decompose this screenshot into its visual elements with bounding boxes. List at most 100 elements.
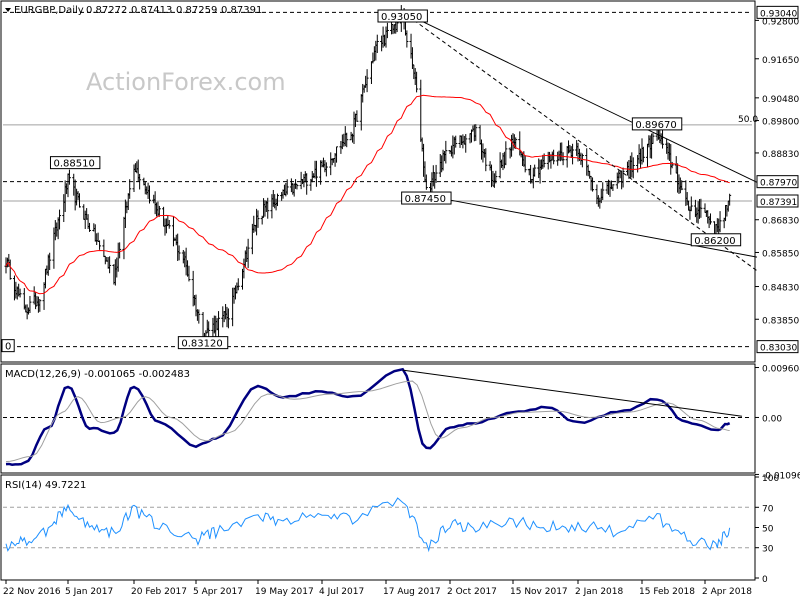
price-level-tag-text: 0.87391 bbox=[760, 198, 797, 208]
swing-label-box bbox=[1, 339, 15, 353]
swing-label-text: 0.93050 bbox=[381, 12, 422, 23]
ohlc-bar bbox=[385, 22, 389, 39]
ohlc-bar bbox=[444, 140, 448, 164]
rsi-line bbox=[5, 497, 731, 553]
ohlc-bar bbox=[689, 196, 693, 212]
ohlc-bar bbox=[454, 135, 458, 148]
ohlc-bar bbox=[197, 309, 201, 324]
ohlc-bar bbox=[611, 184, 615, 192]
swing-label-text: 0.83120 bbox=[181, 339, 222, 350]
ohlc-bar bbox=[728, 193, 732, 206]
ohlc-bar bbox=[419, 79, 423, 142]
ohlc-bar bbox=[424, 174, 428, 190]
price-level-tag-box bbox=[756, 5, 799, 19]
time-tick-label: 19 May 2017 bbox=[255, 587, 314, 597]
ohlc-high: 0.87413 bbox=[131, 5, 172, 16]
rsi-tick-label: 30 bbox=[762, 545, 774, 555]
swing-label: 0.87450 bbox=[401, 191, 452, 205]
swing-label: 0.83120 bbox=[177, 336, 229, 350]
macd-title: MACD(12,26,9) -0.001065 -0.002483 bbox=[5, 369, 190, 380]
time-tick-label: 5 Jan 2017 bbox=[65, 587, 113, 597]
time-tick-label: 15 Nov 2017 bbox=[510, 587, 568, 597]
time-tick-label: 20 Feb 2017 bbox=[131, 587, 187, 597]
swing-label-box bbox=[401, 191, 452, 205]
ohlc-bar bbox=[533, 164, 537, 177]
price-tick-label: 0.83850 bbox=[762, 316, 799, 326]
fib-level-label: 50.0 bbox=[738, 115, 758, 125]
ohlc-bar bbox=[167, 219, 171, 229]
price-tick-label: 0.84830 bbox=[762, 284, 799, 294]
rsi-title: RSI(14) 49.7221 bbox=[5, 480, 86, 491]
time-tick-label: 4 Jul 2017 bbox=[319, 587, 364, 597]
macd-line bbox=[5, 367, 731, 466]
swing-label-box bbox=[690, 233, 742, 247]
ohlc-bar bbox=[484, 148, 488, 172]
moving-average-line bbox=[5, 94, 730, 295]
swing-label-text: 0.88510 bbox=[53, 159, 94, 170]
price-level-tag: 0.87970 bbox=[756, 175, 799, 189]
price-level-tag-text: 0.87970 bbox=[760, 179, 797, 189]
price-tick-label: 0.90480 bbox=[762, 95, 799, 105]
ohlc-bar bbox=[718, 211, 722, 233]
macd-trendline bbox=[402, 369, 743, 417]
ohlc-bar bbox=[324, 162, 328, 177]
price-level-tag-box bbox=[756, 340, 799, 354]
swing-label-text: 0.87450 bbox=[405, 194, 446, 205]
ohlc-bar bbox=[474, 124, 478, 141]
ohlc-bar bbox=[434, 164, 438, 183]
ohlc-bar bbox=[464, 134, 468, 153]
ohlc-bar bbox=[365, 69, 369, 93]
ohlc-bar bbox=[177, 245, 181, 261]
ohlc-bar bbox=[369, 61, 373, 84]
price-level-tag: 0.87391 bbox=[756, 194, 799, 208]
ohlc-bar bbox=[128, 179, 132, 199]
ohlc-bar bbox=[38, 299, 42, 312]
swing-label: 0.93050 bbox=[377, 9, 428, 23]
ohlc-bar bbox=[256, 210, 260, 228]
ohlc-bar bbox=[138, 173, 142, 190]
ohlc-bar bbox=[108, 256, 112, 274]
ohlc-bar bbox=[601, 182, 605, 201]
rsi-tick-label: 70 bbox=[762, 504, 774, 514]
rsi-layer bbox=[3, 497, 752, 553]
ohlc-bar bbox=[661, 129, 665, 149]
swing-label-box bbox=[177, 336, 229, 350]
ohlc-bar bbox=[708, 213, 712, 225]
ohlc-bar bbox=[405, 30, 409, 48]
ohlc-bar bbox=[226, 308, 230, 329]
ohlc-bar bbox=[494, 170, 498, 184]
price-level-tag: 0.83030 bbox=[756, 340, 799, 354]
swing-label-box bbox=[49, 156, 101, 170]
ohlc-bar bbox=[641, 146, 645, 163]
signal-line bbox=[5, 380, 730, 463]
price-tick-label: 0.88830 bbox=[762, 150, 799, 160]
ohlc-bar bbox=[571, 143, 575, 165]
swing-label: 0 bbox=[1, 339, 15, 353]
price-level-tag-box bbox=[756, 175, 799, 189]
rsi-tick-label: 0 bbox=[762, 575, 768, 585]
macd-tick-label: 0.00 bbox=[762, 414, 782, 424]
ohlc-bar bbox=[415, 71, 419, 93]
ohlc-low: 0.87259 bbox=[176, 5, 217, 16]
ohlc-bar bbox=[699, 198, 703, 218]
ohlc-bar bbox=[157, 205, 161, 217]
ohlc-bar bbox=[98, 240, 102, 250]
ohlc-bar bbox=[523, 155, 527, 173]
ohlc-bar bbox=[217, 311, 221, 338]
ohlc-bar bbox=[314, 160, 318, 187]
ohlc-bar bbox=[580, 153, 584, 168]
ohlc-bar bbox=[28, 295, 32, 313]
ohlc-bar bbox=[207, 321, 211, 338]
ohlc-bar bbox=[295, 183, 299, 190]
swing-label: 0.88510 bbox=[49, 156, 101, 170]
price-level-tag-text: 0.83030 bbox=[760, 344, 797, 354]
time-tick-label: 22 Nov 2016 bbox=[3, 587, 61, 597]
collapse-triangle-icon bbox=[5, 8, 11, 12]
trendline bbox=[402, 11, 758, 272]
time-tick-label: 15 Feb 2018 bbox=[639, 587, 695, 597]
ohlc-open: 0.87272 bbox=[86, 5, 127, 16]
ohlc-bar bbox=[375, 34, 379, 54]
swing-label-box bbox=[377, 9, 428, 23]
